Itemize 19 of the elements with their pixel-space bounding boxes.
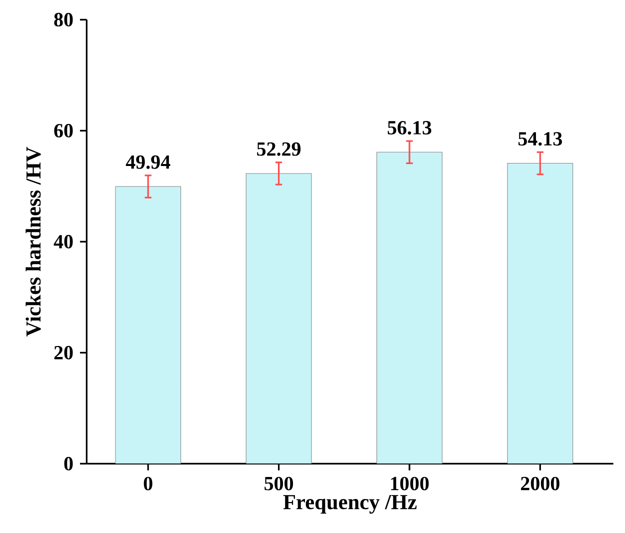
y-axis-title: Vickes hardness /HV — [26, 146, 41, 336]
bar — [507, 162, 574, 464]
data-label: 49.94 — [126, 155, 170, 169]
x-tick-label: 0 — [144, 476, 152, 490]
y-tick-label: 0 — [64, 456, 73, 470]
x-tick-label: 1000 — [391, 476, 429, 490]
x-axis-title: Frequency /Hz — [283, 495, 417, 514]
y-tick-label: 40 — [54, 234, 73, 248]
data-label: 54.13 — [518, 132, 562, 146]
bar — [246, 173, 312, 464]
y-tick-label: 60 — [54, 124, 73, 138]
data-label: 52.29 — [257, 142, 301, 156]
y-tick-label: 20 — [54, 346, 73, 360]
x-tick-label: 500 — [264, 476, 294, 490]
bar — [115, 186, 182, 464]
data-label: 56.13 — [388, 121, 432, 135]
y-tick-label: 80 — [54, 12, 73, 26]
bar — [376, 152, 442, 464]
x-tick-label: 2000 — [520, 476, 560, 490]
